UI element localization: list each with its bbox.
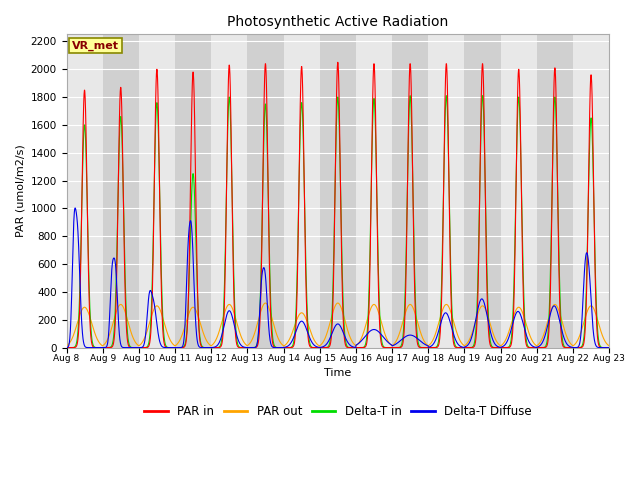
Title: Photosynthetic Active Radiation: Photosynthetic Active Radiation bbox=[227, 15, 449, 29]
Bar bbox=[500, 35, 537, 348]
Bar bbox=[356, 35, 392, 348]
Bar bbox=[537, 35, 573, 348]
Bar bbox=[573, 35, 609, 348]
Legend: PAR in, PAR out, Delta-T in, Delta-T Diffuse: PAR in, PAR out, Delta-T in, Delta-T Dif… bbox=[140, 400, 536, 423]
Bar bbox=[211, 35, 248, 348]
Bar bbox=[284, 35, 320, 348]
Bar bbox=[392, 35, 428, 348]
Bar bbox=[248, 35, 284, 348]
X-axis label: Time: Time bbox=[324, 369, 351, 378]
Bar bbox=[102, 35, 139, 348]
Bar bbox=[465, 35, 500, 348]
Bar bbox=[428, 35, 465, 348]
Bar bbox=[139, 35, 175, 348]
Text: VR_met: VR_met bbox=[72, 40, 119, 51]
Bar bbox=[175, 35, 211, 348]
Bar bbox=[67, 35, 102, 348]
Y-axis label: PAR (umol/m2/s): PAR (umol/m2/s) bbox=[15, 144, 25, 237]
Bar bbox=[320, 35, 356, 348]
